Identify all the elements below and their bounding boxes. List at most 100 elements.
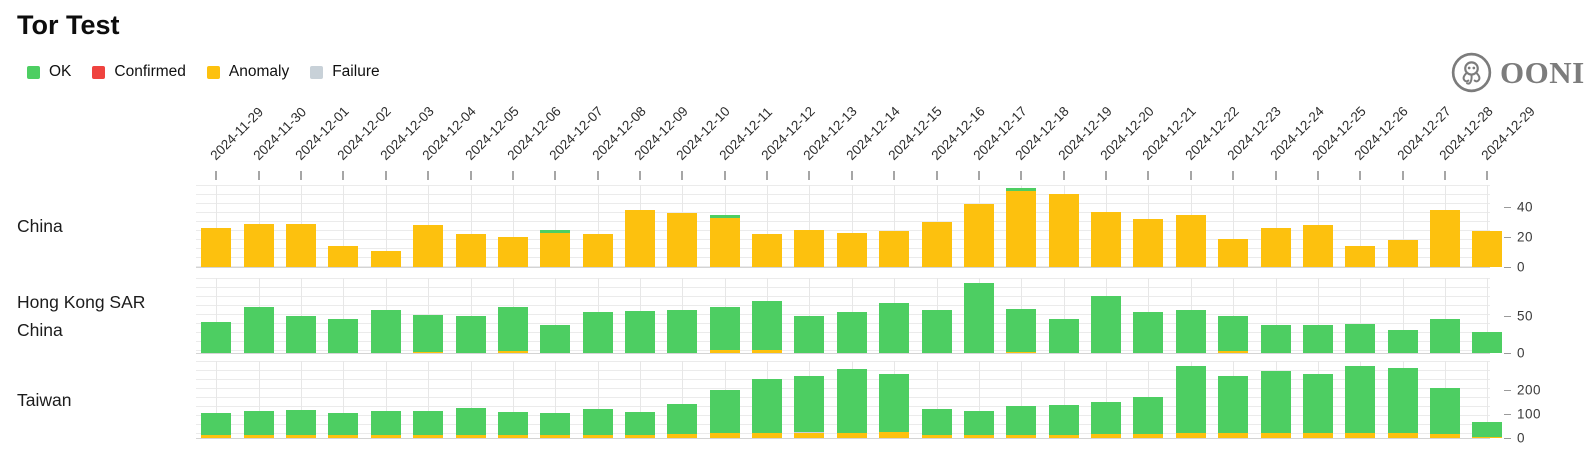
bar[interactable] (582, 408, 613, 438)
bar-segment-ok (879, 374, 910, 432)
bar[interactable] (1387, 367, 1418, 438)
bar[interactable] (1091, 401, 1122, 438)
bar[interactable] (1006, 308, 1037, 353)
bar[interactable] (625, 311, 655, 353)
bar[interactable] (1260, 370, 1291, 438)
bar[interactable] (413, 225, 444, 267)
bar[interactable] (540, 412, 571, 438)
bar[interactable] (836, 232, 867, 267)
bar[interactable] (1175, 366, 1206, 438)
bar[interactable] (1048, 193, 1079, 267)
bar[interactable] (328, 412, 359, 438)
bar[interactable] (1472, 231, 1503, 267)
grid-line (1402, 278, 1404, 353)
bar[interactable] (582, 234, 613, 267)
bar[interactable] (625, 411, 655, 438)
bar[interactable] (921, 409, 952, 438)
bar[interactable] (836, 311, 867, 353)
bar[interactable] (752, 234, 783, 267)
bar[interactable] (1006, 188, 1037, 267)
bar[interactable] (1091, 296, 1122, 353)
bar[interactable] (879, 374, 910, 438)
bar[interactable] (1048, 318, 1079, 353)
bar[interactable] (1218, 315, 1249, 353)
bar[interactable] (625, 210, 655, 267)
bar[interactable] (328, 246, 359, 267)
legend-label: OK (49, 63, 72, 80)
bar[interactable] (1218, 238, 1249, 267)
bar[interactable] (455, 315, 486, 353)
bar[interactable] (286, 223, 317, 267)
bar[interactable] (667, 309, 698, 353)
bar[interactable] (1345, 323, 1376, 353)
bar[interactable] (879, 231, 910, 267)
bar[interactable] (413, 314, 444, 353)
bar[interactable] (709, 214, 740, 267)
bar[interactable] (794, 315, 825, 353)
bar[interactable] (540, 325, 571, 353)
bar[interactable] (1345, 246, 1376, 267)
bar[interactable] (370, 410, 401, 438)
bar[interactable] (794, 229, 825, 267)
bar[interactable] (1302, 325, 1333, 353)
bar[interactable] (497, 307, 528, 353)
bar[interactable] (879, 302, 910, 353)
bar[interactable] (836, 368, 867, 438)
bar[interactable] (540, 229, 571, 267)
bar[interactable] (243, 307, 274, 353)
bar[interactable] (921, 222, 952, 267)
bar[interactable] (1091, 211, 1122, 267)
bar[interactable] (455, 408, 486, 438)
bar[interactable] (1260, 228, 1291, 267)
bar[interactable] (1048, 405, 1079, 438)
bar[interactable] (243, 410, 274, 438)
bar[interactable] (201, 228, 232, 267)
bar[interactable] (1472, 422, 1503, 438)
bar[interactable] (1430, 210, 1461, 267)
row-label-line: Taiwan (17, 389, 72, 410)
bar[interactable] (1387, 329, 1418, 353)
bar[interactable] (1175, 309, 1206, 353)
bar[interactable] (201, 322, 232, 353)
bar[interactable] (1302, 374, 1333, 438)
bar[interactable] (1302, 225, 1333, 267)
bar[interactable] (201, 413, 232, 438)
bar[interactable] (1133, 397, 1164, 438)
bar[interactable] (370, 250, 401, 267)
bar[interactable] (963, 204, 994, 267)
bar[interactable] (455, 234, 486, 267)
bar[interactable] (752, 378, 783, 438)
bar[interactable] (243, 223, 274, 267)
bar[interactable] (667, 404, 698, 438)
bar[interactable] (286, 410, 317, 438)
bar[interactable] (667, 213, 698, 267)
bar[interactable] (1006, 406, 1037, 438)
bar[interactable] (963, 283, 994, 353)
bar[interactable] (497, 411, 528, 438)
bar[interactable] (1133, 219, 1164, 267)
bar[interactable] (1218, 375, 1249, 438)
bar[interactable] (582, 311, 613, 353)
bar[interactable] (709, 390, 740, 438)
bar[interactable] (370, 309, 401, 353)
bar[interactable] (963, 410, 994, 438)
bar-segment-anomaly (1218, 350, 1249, 353)
bar[interactable] (413, 410, 444, 438)
grid-line (597, 361, 599, 438)
bar[interactable] (794, 375, 825, 438)
ooni-octopus-icon (1451, 52, 1492, 93)
bar[interactable] (1260, 324, 1291, 353)
bar[interactable] (1387, 240, 1418, 267)
bar[interactable] (328, 319, 359, 353)
bar[interactable] (1345, 366, 1376, 438)
bar[interactable] (497, 237, 528, 267)
bar[interactable] (1430, 319, 1461, 353)
bar[interactable] (1430, 387, 1461, 438)
bar[interactable] (752, 301, 783, 353)
bar[interactable] (1133, 311, 1164, 353)
bar[interactable] (1175, 214, 1206, 267)
bar[interactable] (286, 316, 317, 353)
bar[interactable] (1472, 332, 1503, 353)
bar[interactable] (921, 309, 952, 353)
bar[interactable] (709, 306, 740, 353)
